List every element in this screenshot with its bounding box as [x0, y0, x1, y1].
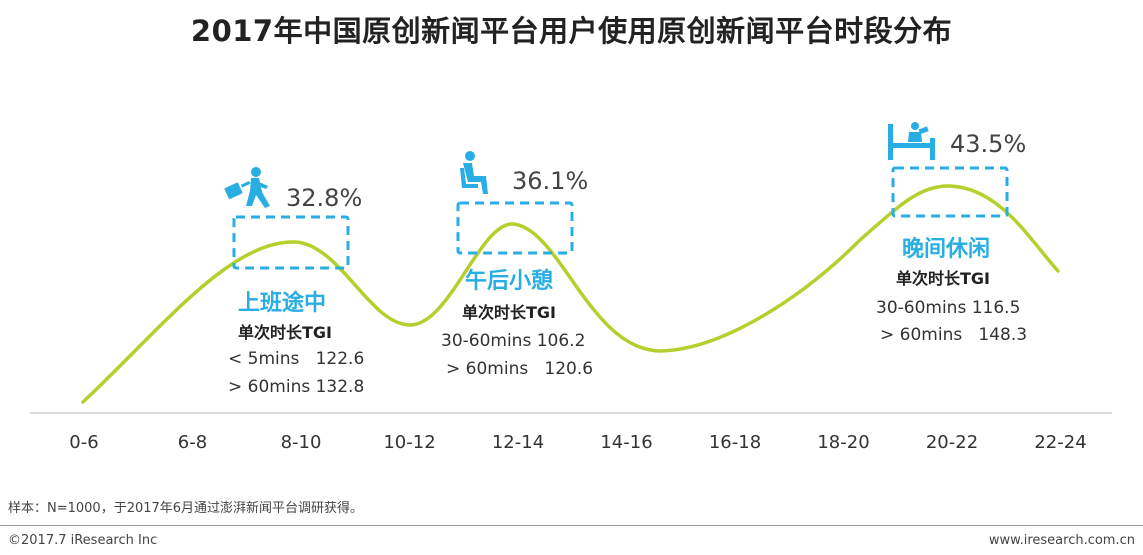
x-tick-label: 12-14 — [492, 432, 544, 453]
footnote: 样本：N=1000，于2017年6月通过澎湃新闻平台调研获得。 — [8, 501, 364, 516]
tgi-row: < 5mins 122.6 — [228, 349, 364, 369]
tgi-row: > 60mins 132.8 — [228, 377, 364, 397]
tgi-row: 30-60mins 106.2 — [441, 331, 585, 351]
peak-box-12-14 — [456, 201, 574, 255]
chart-title: 2017年中国原创新闻平台用户使用原创新闻平台时段分布 — [190, 14, 953, 48]
peak-name-20-22: 晚间休闲 — [902, 237, 990, 262]
line-chart: 32.8% 36.1% 43.5% 上班途中 午后小憩 晚间休闲 单次时长TGI… — [30, 122, 1112, 453]
copyright-text: ©2017.7 iResearch Inc — [8, 533, 158, 548]
peak-name-8-10: 上班途中 — [238, 290, 326, 316]
peak-name-12-14: 午后小憩 — [465, 268, 553, 294]
peak-value-20-22: 43.5% — [950, 130, 1026, 158]
series-line — [81, 184, 1060, 404]
x-tick-label: 6-8 — [178, 432, 207, 453]
bed-reading-icon — [888, 122, 935, 160]
x-tick-label: 14-16 — [600, 432, 652, 453]
website-link[interactable]: www.iresearch.com.cn — [988, 533, 1135, 548]
peak-value-12-14: 36.1% — [512, 167, 588, 195]
commuter-running-icon — [224, 167, 270, 208]
tgi-row: > 60mins 120.6 — [446, 359, 593, 379]
x-tick-label: 20-22 — [926, 432, 978, 453]
tgi-title-8-10: 单次时长TGI — [238, 323, 332, 342]
peak-box-20-22 — [891, 166, 1009, 218]
peak-box-8-10 — [232, 215, 350, 270]
peak-value-8-10: 32.8% — [286, 184, 362, 212]
tgi-title-12-14: 单次时长TGI — [462, 303, 556, 322]
x-tick-label: 0-6 — [69, 432, 98, 453]
seated-person-icon — [460, 151, 488, 194]
tgi-row: > 60mins 148.3 — [880, 325, 1027, 345]
x-tick-label: 10-12 — [383, 432, 435, 453]
tgi-title-20-22: 单次时长TGI — [896, 269, 990, 288]
x-axis-ticks: 0-6 6-8 8-10 10-12 12-14 14-16 16-18 18-20 20-22… — [69, 432, 1086, 453]
footer-divider — [0, 525, 1143, 526]
x-tick-label: 18-20 — [817, 432, 869, 453]
x-tick-label: 8-10 — [281, 432, 322, 453]
x-tick-label: 22-24 — [1034, 432, 1086, 453]
tgi-row: 30-60mins 116.5 — [876, 298, 1020, 318]
x-tick-label: 16-18 — [709, 432, 761, 453]
